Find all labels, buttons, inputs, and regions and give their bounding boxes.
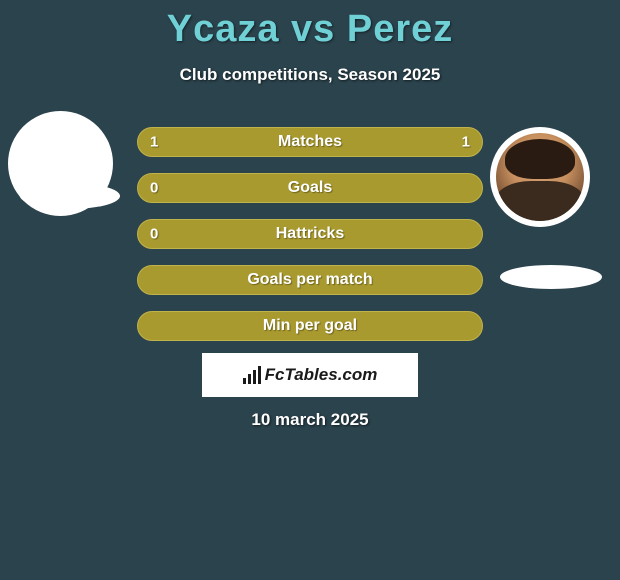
player-right-avatar <box>490 127 590 227</box>
stat-left-value: 0 <box>150 180 158 197</box>
stat-row-min-per-goal: Min per goal <box>137 311 483 341</box>
player-left-club-badge <box>20 183 120 209</box>
stat-right-value: 1 <box>462 134 470 151</box>
stat-row-goals: 0 Goals <box>137 173 483 203</box>
stat-label: Goals per match <box>247 271 372 289</box>
stats-column: 1 Matches 1 0 Goals 0 Hattricks Goals pe… <box>137 127 483 357</box>
stat-left-value: 1 <box>150 134 158 151</box>
source-logo: FcTables.com <box>202 353 418 397</box>
stat-label: Matches <box>278 133 342 151</box>
stat-row-matches: 1 Matches 1 <box>137 127 483 157</box>
source-logo-text: FcTables.com <box>265 365 378 385</box>
stat-row-goals-per-match: Goals per match <box>137 265 483 295</box>
page-title: Ycaza vs Perez <box>0 0 620 51</box>
stat-label: Hattricks <box>276 225 344 243</box>
player-right-club-badge <box>500 265 602 289</box>
bar-chart-icon <box>243 366 261 384</box>
comparison-panel: 1 Matches 1 0 Goals 0 Hattricks Goals pe… <box>0 117 620 357</box>
stat-label: Min per goal <box>263 317 357 335</box>
date-label: 10 march 2025 <box>251 410 368 430</box>
subtitle: Club competitions, Season 2025 <box>0 65 620 85</box>
stat-left-value: 0 <box>150 226 158 243</box>
stat-row-hattricks: 0 Hattricks <box>137 219 483 249</box>
stat-label: Goals <box>288 179 332 197</box>
